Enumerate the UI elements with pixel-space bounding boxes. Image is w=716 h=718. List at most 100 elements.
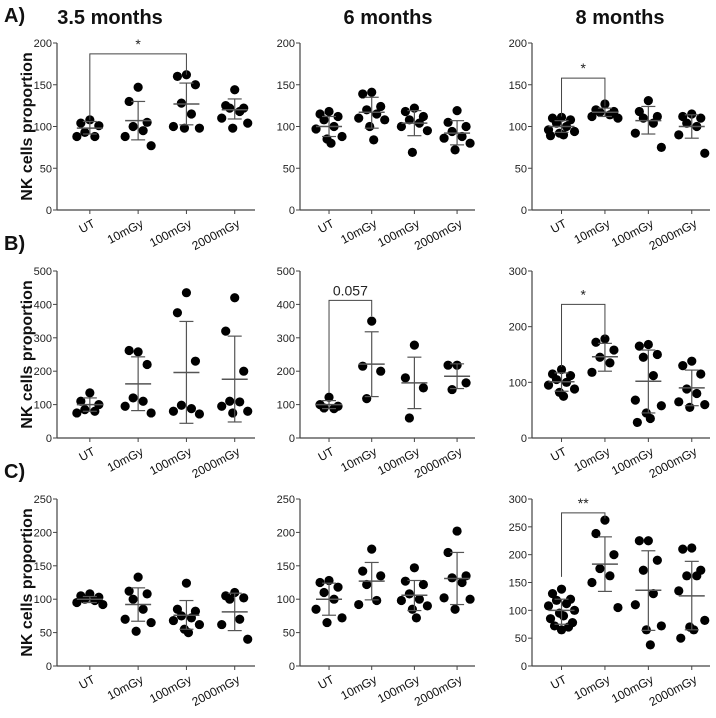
data-point	[407, 604, 417, 614]
data-point	[591, 528, 601, 539]
y-tick-label: 50	[40, 628, 52, 640]
data-point	[700, 148, 710, 158]
data-point	[124, 345, 134, 356]
column-title: 6 months	[344, 7, 433, 29]
data-point	[172, 71, 183, 81]
data-point	[678, 111, 688, 122]
data-point	[133, 82, 143, 92]
data-point	[230, 293, 240, 303]
data-point	[90, 131, 100, 142]
data-point	[76, 396, 86, 406]
x-tick-label: 2000mGy	[412, 672, 465, 709]
y-tick-label: 400	[277, 299, 295, 311]
data-point	[168, 121, 179, 132]
data-point	[138, 126, 148, 136]
data-point	[72, 597, 82, 608]
data-point	[239, 593, 249, 603]
data-point	[181, 288, 192, 298]
data-point	[674, 130, 684, 140]
data-point	[551, 374, 562, 385]
x-tick-label: 2000mGy	[647, 216, 700, 253]
data-point	[311, 604, 321, 614]
data-point	[367, 544, 377, 554]
y-tick-label: 200	[34, 38, 52, 50]
y-tick-label: 200	[509, 38, 527, 50]
data-point	[243, 406, 253, 416]
data-point	[609, 345, 619, 355]
data-point	[465, 138, 475, 148]
data-point	[605, 358, 615, 368]
row-label: A)	[4, 5, 25, 27]
data-point	[418, 383, 428, 393]
data-point	[613, 602, 623, 613]
data-point	[235, 397, 245, 407]
data-point	[120, 131, 130, 142]
data-point	[439, 133, 449, 143]
column-title: 8 months	[576, 7, 665, 29]
data-point	[652, 349, 662, 360]
data-point	[630, 600, 640, 610]
data-point	[569, 384, 580, 394]
y-tick-label: 0	[521, 205, 527, 217]
data-point	[133, 572, 143, 582]
y-tick-label: 50	[40, 163, 52, 175]
x-tick-label: 2000mGy	[647, 444, 700, 481]
data-point	[422, 126, 432, 136]
data-point	[613, 113, 623, 123]
data-point	[128, 393, 138, 403]
x-tick-label: UT	[316, 672, 337, 692]
data-point	[447, 126, 457, 137]
y-tick-label: 0	[521, 433, 527, 445]
data-point	[605, 571, 615, 581]
data-point	[319, 115, 329, 125]
data-point	[696, 113, 706, 123]
data-point	[645, 640, 655, 650]
data-point	[545, 131, 556, 141]
data-point	[362, 579, 372, 590]
x-tick-label: 10mGy	[105, 216, 146, 247]
data-point	[409, 340, 419, 350]
data-point	[225, 103, 235, 113]
data-point	[80, 405, 90, 415]
data-point	[243, 634, 253, 644]
data-point	[569, 126, 580, 137]
data-point	[217, 401, 227, 411]
data-point	[418, 579, 428, 590]
data-point	[652, 111, 662, 122]
x-tick-label: UT	[548, 672, 569, 692]
data-point	[600, 334, 610, 344]
x-tick-label: 2000mGy	[647, 672, 700, 709]
y-tick-label: 300	[34, 333, 52, 345]
data-point	[461, 378, 471, 388]
data-point	[692, 388, 702, 399]
data-point	[396, 121, 406, 132]
data-point	[422, 601, 432, 611]
data-point	[354, 113, 364, 123]
data-point	[676, 633, 686, 643]
y-tick-label: 0	[46, 205, 52, 217]
data-point	[190, 80, 201, 90]
data-point	[696, 369, 706, 379]
y-tick-label: 150	[509, 578, 527, 590]
y-tick-label: 150	[34, 80, 52, 92]
data-point	[685, 402, 695, 412]
data-point	[543, 380, 554, 390]
data-point	[558, 391, 569, 401]
significance-label: *	[581, 286, 587, 302]
data-point	[85, 388, 95, 398]
x-tick-label: 100mGy	[147, 444, 194, 478]
data-point	[319, 403, 329, 413]
data-point	[225, 396, 235, 406]
data-point	[131, 626, 141, 636]
x-tick-label: 2000mGy	[190, 216, 243, 253]
data-point	[333, 111, 343, 122]
data-point	[138, 604, 148, 614]
data-point	[556, 625, 567, 635]
data-point	[376, 571, 386, 581]
